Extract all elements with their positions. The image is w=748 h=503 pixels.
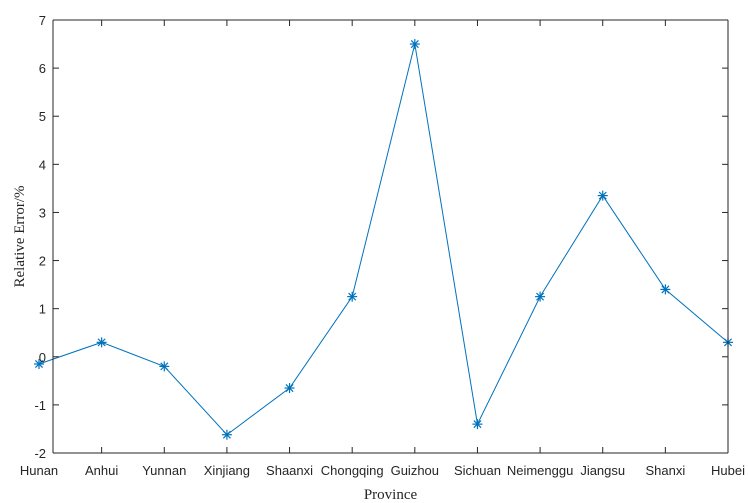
x-tick-label: Shanxi	[645, 463, 685, 478]
axes-box	[52, 19, 729, 454]
series-marker-layer	[34, 39, 733, 440]
x-tick-label: Sichuan	[454, 463, 501, 478]
y-tick-label: 6	[39, 61, 46, 76]
x-tick-label: Anhui	[85, 463, 118, 478]
x-tick-label: Hunan	[20, 463, 58, 478]
y-tick-label: -1	[34, 398, 46, 413]
data-point-marker	[660, 284, 671, 295]
y-tick-label: 1	[39, 302, 46, 317]
plot-area	[53, 20, 728, 453]
data-point-marker	[34, 358, 44, 369]
data-point-marker	[472, 419, 483, 430]
x-tick-label: Guizhou	[391, 463, 439, 478]
x-tick-label: Chongqing	[321, 463, 384, 478]
x-tick-label: Hubei	[711, 463, 745, 478]
data-point-marker	[159, 361, 170, 372]
data-point-marker	[409, 39, 420, 50]
x-tick-label: Shaanxi	[266, 463, 313, 478]
y-tick-label: 7	[39, 13, 46, 28]
data-point-marker	[597, 190, 608, 201]
series-line	[38, 43, 729, 436]
x-tick-label: Jiangsu	[580, 463, 625, 478]
data-point-marker	[96, 337, 107, 348]
y-axis-ticks: -2 -1 0 1 2 3 4 5 6 7	[34, 13, 728, 461]
data-point-marker	[535, 291, 546, 302]
series-line-layer	[38, 43, 729, 436]
y-axis-title: Relative Error/%	[12, 185, 28, 287]
data-point-marker	[221, 429, 232, 440]
x-tick-label: Yunnan	[142, 463, 186, 478]
data-point-marker	[347, 291, 358, 302]
y-tick-label: 3	[39, 205, 46, 220]
y-tick-label: 0	[39, 350, 46, 365]
x-axis-ticks: Hunan Anhui Yunnan Xinjiang Shaanxi Chongqing…	[20, 20, 745, 478]
y-tick-label: -2	[34, 446, 46, 461]
x-tick-label: Xinjiang	[204, 463, 250, 478]
y-tick-label: 2	[39, 254, 46, 269]
y-tick-label: 5	[39, 109, 46, 124]
data-point-marker	[284, 383, 295, 394]
x-tick-label: Neimenggu	[507, 463, 574, 478]
x-axis-title: Province	[364, 487, 418, 503]
y-tick-label: 4	[39, 157, 46, 172]
